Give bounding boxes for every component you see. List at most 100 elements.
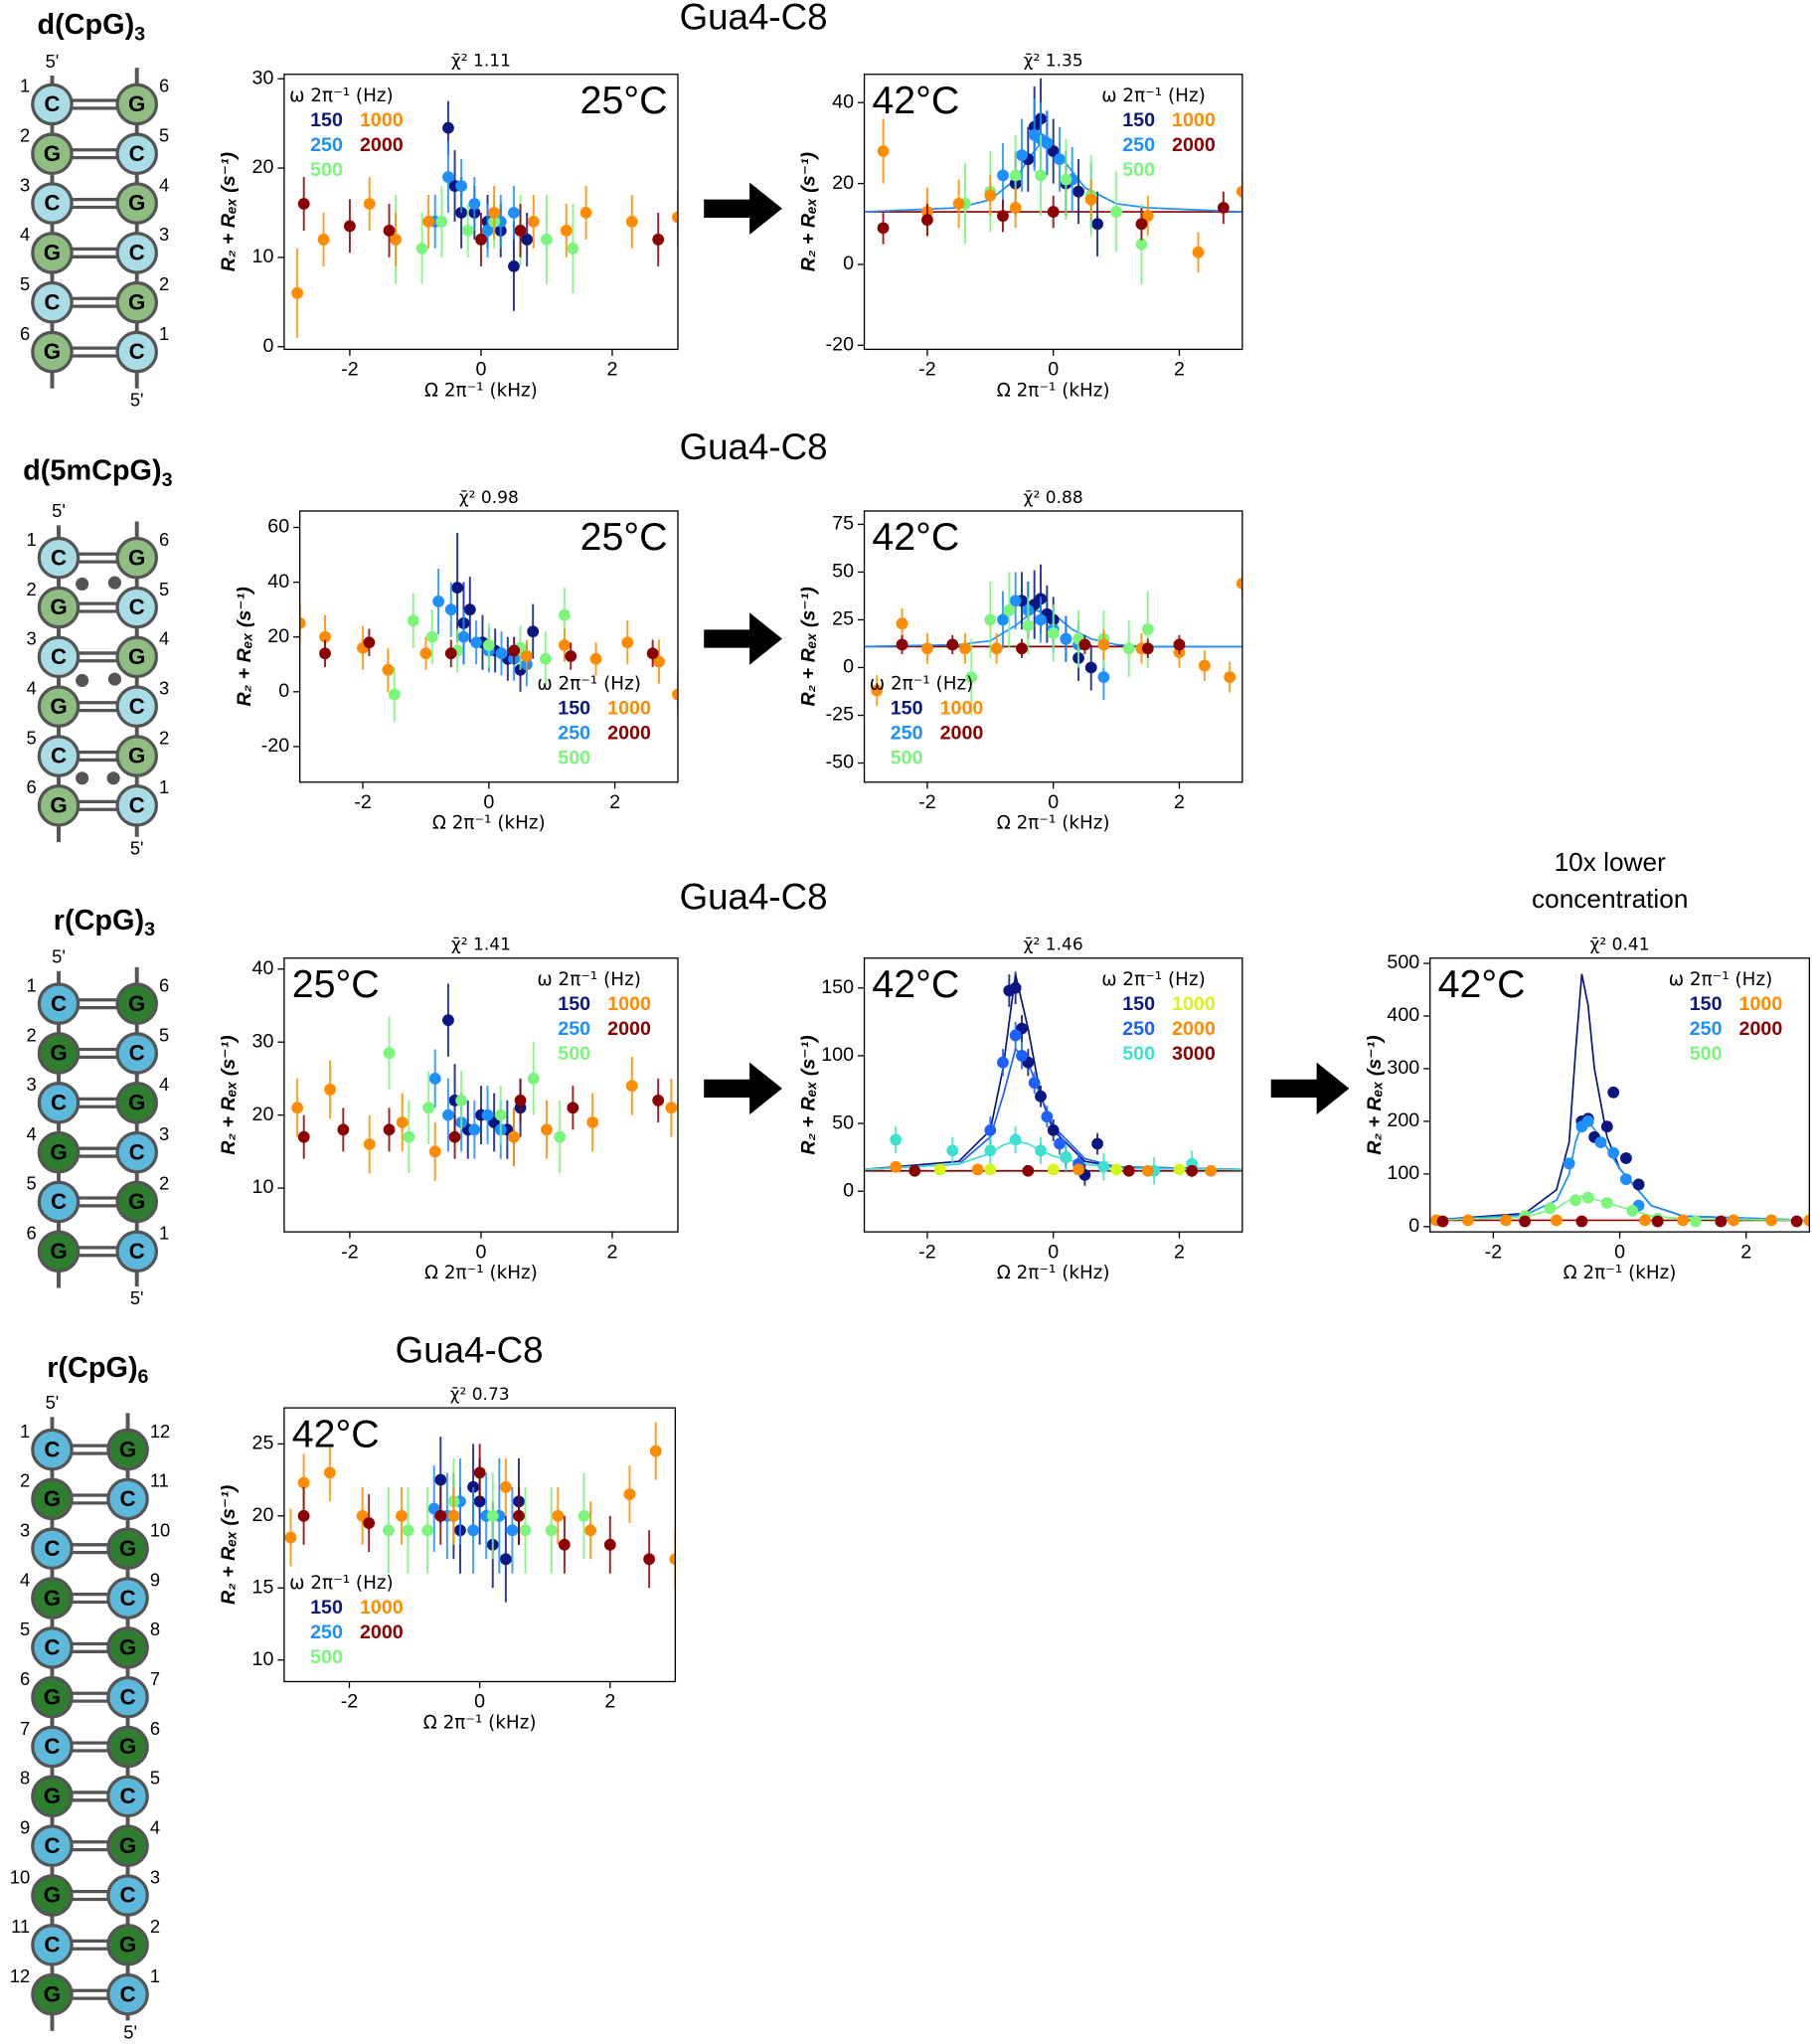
nucleotide-letter: C xyxy=(129,141,145,166)
y-axis-label: R₂ + Rₑₓ (s⁻¹) xyxy=(798,1035,820,1154)
data-point xyxy=(297,198,310,210)
nucleotide-letter: G xyxy=(44,141,61,166)
x-tick-label: -2 xyxy=(341,1241,358,1263)
nucleotide xyxy=(37,1032,81,1075)
nucleotide-letter: G xyxy=(128,91,145,116)
data-point xyxy=(1551,1214,1563,1227)
x-tick-label: 2 xyxy=(609,791,620,813)
data-point xyxy=(1620,1173,1632,1186)
data-point xyxy=(434,1509,447,1522)
nucleotide xyxy=(31,1626,74,1669)
legend-entry: 250 xyxy=(1690,1018,1723,1040)
residue-number: 2 xyxy=(20,125,30,146)
legend-entry: 250 xyxy=(310,1621,343,1643)
data-point xyxy=(1016,149,1028,162)
legend-entry: 2000 xyxy=(940,722,984,744)
chart: -2 0 2 10 15 20 25 Ω 2π⁻¹ (kHz) R₂ + Rₑₓ (s⁻¹) χ̄… xyxy=(218,1385,677,1733)
x-axis-label: Ω 2π⁻¹ (kHz) xyxy=(424,1263,538,1283)
data-point xyxy=(508,207,520,219)
data-point xyxy=(1084,661,1097,674)
nucleotide xyxy=(106,1477,149,1521)
nucleotide xyxy=(115,330,159,374)
data-point xyxy=(984,1144,997,1157)
row-title: Gua4-C8 xyxy=(680,426,828,467)
legend-entry: 1000 xyxy=(1172,993,1216,1015)
data-point xyxy=(1009,202,1022,214)
data-point xyxy=(1072,185,1084,198)
five-prime: 5' xyxy=(52,946,66,967)
data-point xyxy=(567,1102,579,1114)
data-point xyxy=(422,1102,435,1114)
nucleotide xyxy=(115,536,159,580)
nucleotide-letter: G xyxy=(44,1684,61,1709)
row-title: Gua4-C8 xyxy=(680,0,828,37)
data-point xyxy=(508,259,520,272)
data-point xyxy=(552,1509,565,1522)
nucleotide xyxy=(106,1626,149,1669)
nucleotide-letter: C xyxy=(44,91,60,116)
data-point xyxy=(1205,1164,1218,1177)
residue-number: 1 xyxy=(27,529,37,550)
data-point xyxy=(1544,1202,1557,1215)
chart: -2 0 2 -50 -25 0 25 50 75 Ω 2π⁻¹ (kHz) R₂ + Rₑₓ (s… xyxy=(798,488,1243,834)
data-point xyxy=(1016,1049,1028,1062)
y-tick-label: 20 xyxy=(832,172,854,194)
legend-entry: 2000 xyxy=(1172,134,1216,156)
legend-entry: 1000 xyxy=(940,698,984,720)
plot-frame xyxy=(283,1407,677,1683)
plot-frame xyxy=(863,74,1243,351)
data-point xyxy=(1041,1110,1054,1123)
legend-entry: 2000 xyxy=(1172,1018,1216,1040)
chart-title: χ̄² 0.98 xyxy=(459,488,519,508)
data-point xyxy=(482,639,495,651)
data-point xyxy=(435,216,448,228)
plot-area xyxy=(864,971,1242,1186)
data-point xyxy=(621,636,634,649)
plot-area xyxy=(864,78,1242,285)
nucleotide xyxy=(37,635,81,679)
data-point xyxy=(488,207,501,219)
data-point xyxy=(1041,137,1054,149)
data-point xyxy=(1461,1214,1474,1227)
legend-entry: 250 xyxy=(1122,134,1155,156)
nucleotide-letter: C xyxy=(119,1883,135,1908)
y-tick-label: 15 xyxy=(252,1576,274,1598)
data-point xyxy=(1436,1215,1449,1228)
data-point xyxy=(434,1473,447,1486)
residue-number: 9 xyxy=(20,1816,30,1837)
nucleotide xyxy=(37,1081,81,1124)
nucleotide-letter: G xyxy=(119,1734,136,1759)
legend-entry: 2000 xyxy=(607,1018,651,1040)
nucleotide xyxy=(31,1874,74,1917)
nucleotide-letter: G xyxy=(50,595,67,619)
legend-entry: 2000 xyxy=(360,1621,404,1643)
plot-frame xyxy=(863,957,1243,1233)
nucleotide-letter: C xyxy=(44,289,60,314)
y-axis-label: R₂ + Rₑₓ (s⁻¹) xyxy=(218,1035,240,1154)
legend-entry: 3000 xyxy=(1172,1043,1216,1065)
data-point xyxy=(672,688,678,701)
chart-title: χ̄² 0.88 xyxy=(1024,488,1083,508)
nucleotide xyxy=(31,1675,74,1719)
nucleotide-letter: C xyxy=(44,1933,60,1958)
x-tick-label: -2 xyxy=(918,791,935,813)
nucleotide xyxy=(115,1180,159,1224)
residue-number: 6 xyxy=(159,76,169,96)
legend-entry: 150 xyxy=(558,698,590,720)
data-point xyxy=(337,1123,350,1136)
nucleotide xyxy=(37,536,81,580)
data-point xyxy=(383,1047,396,1060)
data-point xyxy=(896,638,908,651)
y-axis-label: R₂ + Rₑₓ (s⁻¹) xyxy=(234,587,255,706)
data-point xyxy=(495,647,508,660)
data-point xyxy=(383,1123,396,1136)
data-point xyxy=(1078,638,1091,651)
plot-frame xyxy=(283,957,679,1233)
data-point xyxy=(1581,1115,1594,1127)
nucleotide xyxy=(31,182,74,225)
data-point xyxy=(984,1163,997,1176)
five-prime: 5' xyxy=(52,500,66,521)
residue-number: 7 xyxy=(150,1668,160,1689)
data-point xyxy=(1803,1214,1810,1227)
data-point xyxy=(1047,145,1060,157)
